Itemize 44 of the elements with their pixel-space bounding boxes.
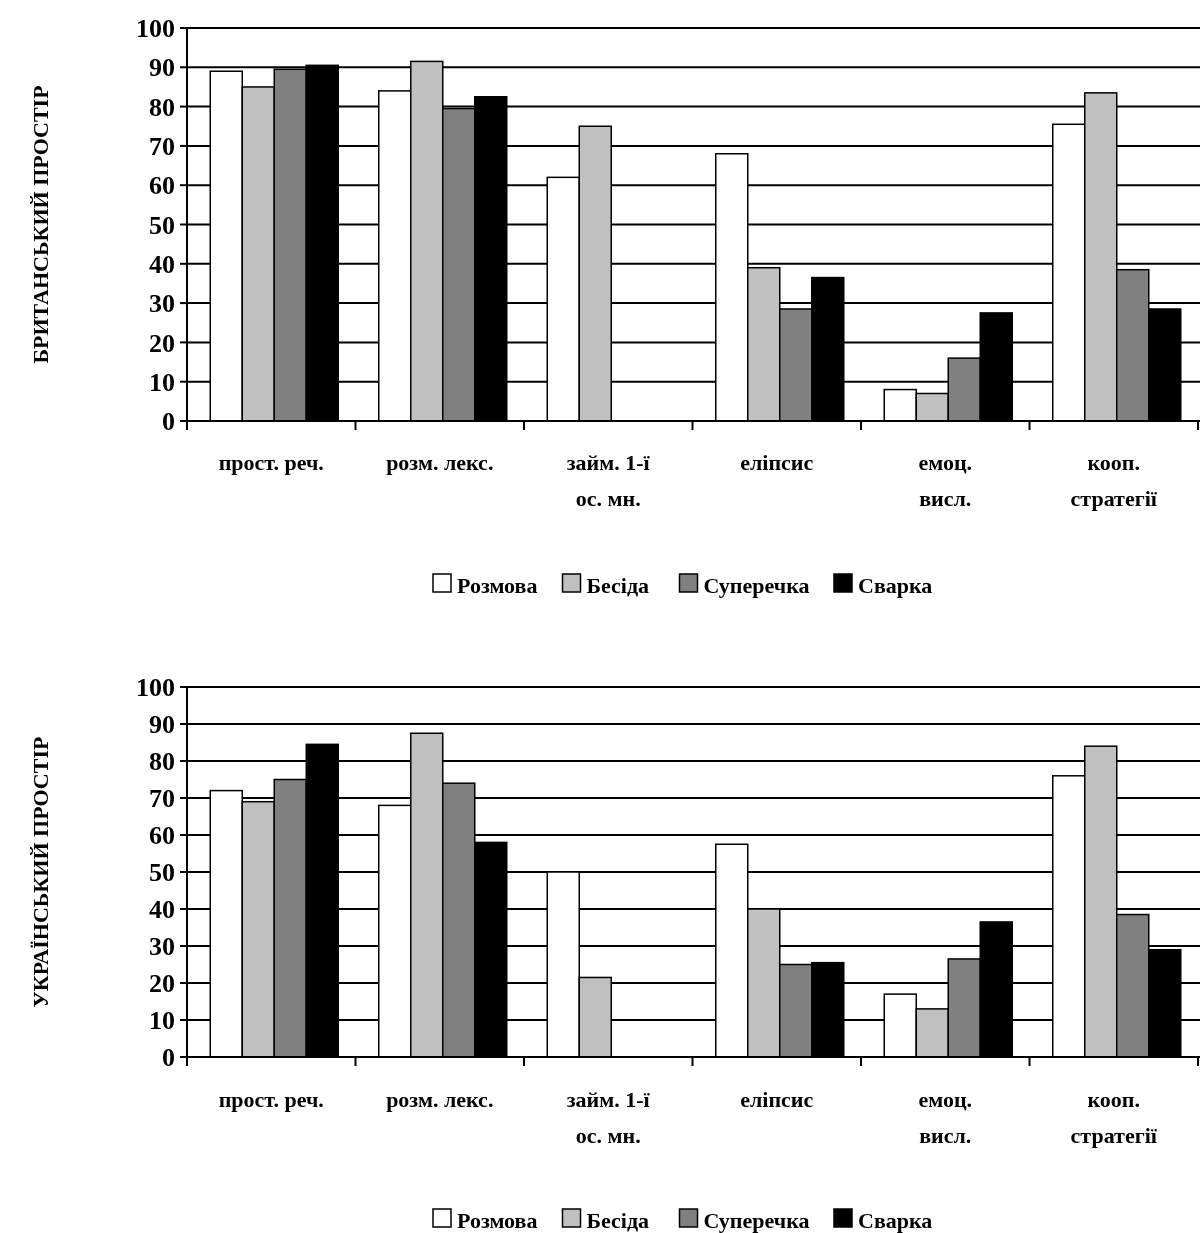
y-tick-label: 100 [136, 14, 175, 44]
y-tick-label: 60 [149, 821, 175, 851]
legend-label: Сварка [858, 1207, 933, 1233]
y-tick-label: 100 [136, 673, 175, 703]
legend-label: Бесіда [586, 1207, 650, 1233]
x-tick-label: кооп. стратегії [1070, 1087, 1158, 1148]
x-tick-label: прост. реч. [218, 450, 324, 475]
y-axis-title: УКРАЇНСЬКИЙ ПРОСТІР [28, 736, 53, 1008]
y-tick-label: 40 [149, 895, 175, 925]
legend-label: Розмова [457, 572, 538, 598]
y-axis-title: БРИТАНСЬКИЙ ПРОСТІР [28, 85, 53, 364]
y-tick-label: 30 [149, 932, 175, 962]
y-tick-label: 50 [149, 858, 175, 888]
y-tick-label: 20 [149, 328, 175, 358]
x-tick-label: займ. 1-ї ос. мн. [566, 1087, 651, 1148]
x-tick-label: емоц. висл. [918, 1087, 973, 1148]
x-tick-label: розм. лекс. [386, 1087, 494, 1112]
y-tick-label: 80 [149, 747, 175, 777]
y-tick-label: 40 [149, 249, 175, 279]
y-tick-label: 30 [149, 289, 175, 319]
legend-label: Бесіда [586, 572, 650, 598]
y-tick-label: 80 [149, 92, 175, 122]
y-tick-label: 0 [162, 407, 175, 437]
y-tick-label: 90 [149, 53, 175, 83]
y-tick-label: 10 [149, 1006, 175, 1036]
legend-label: Сварка [858, 572, 933, 598]
y-tick-label: 0 [162, 1043, 175, 1073]
y-tick-label: 20 [149, 969, 175, 999]
legend-label: Розмова [457, 1207, 538, 1233]
x-tick-label: еліпсис [740, 1087, 814, 1112]
x-tick-label: займ. 1-ї ос. мн. [566, 450, 651, 511]
y-tick-label: 70 [149, 132, 175, 161]
y-tick-label: 60 [149, 171, 175, 201]
x-tick-label: розм. лекс. [386, 450, 494, 475]
x-tick-label: еліпсис [740, 450, 814, 475]
legend-label: Суперечка [703, 1207, 810, 1233]
x-tick-label: кооп. стратегії [1070, 450, 1158, 511]
y-tick-label: 50 [149, 210, 175, 240]
x-tick-label: емоц. висл. [918, 450, 973, 511]
x-tick-label: прост. реч. [218, 1087, 324, 1112]
y-tick-label: 10 [149, 367, 175, 397]
legend-label: Суперечка [703, 572, 810, 598]
y-tick-label: 70 [149, 784, 175, 814]
y-tick-label: 90 [149, 710, 175, 740]
